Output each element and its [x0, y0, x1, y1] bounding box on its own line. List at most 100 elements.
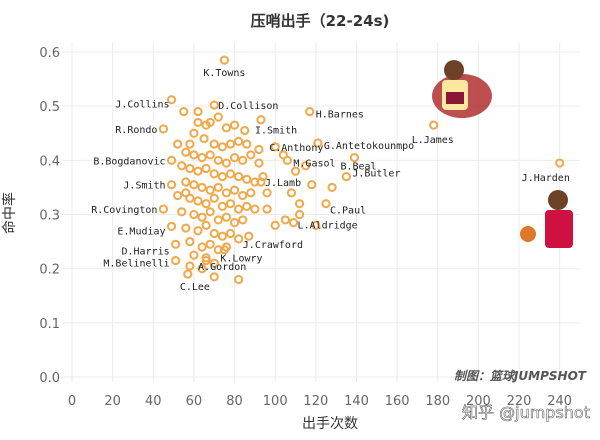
data-point: [173, 190, 183, 201]
data-point: [221, 123, 232, 133]
y-tick-label: 0.1: [39, 317, 60, 332]
data-point: [262, 188, 272, 198]
data-point-labeled: [305, 106, 315, 117]
data-point: [221, 212, 232, 222]
point-label: B.Bogdanovic: [93, 156, 165, 167]
grid: [62, 42, 580, 382]
data-point-labeled: [256, 115, 266, 125]
data-point: [221, 188, 232, 198]
y-axis-label: 命中率: [1, 192, 18, 234]
data-point: [209, 169, 219, 179]
point-label: C.Paul: [330, 206, 366, 217]
point-label: B.Beal: [340, 162, 376, 173]
point-label: C.Anthony: [269, 143, 323, 154]
watermark-text: 知乎 @jumpshot: [462, 403, 590, 422]
data-point: [209, 193, 219, 203]
data-point-labeled: [166, 155, 177, 165]
data-point: [205, 150, 215, 160]
data-point-labeled: [158, 204, 169, 214]
data-point: [185, 261, 195, 271]
data-point-labeled: [313, 138, 323, 148]
data-point: [250, 177, 260, 187]
chart-title: 压哨出手（22-24s): [251, 12, 390, 30]
data-point: [246, 150, 256, 160]
lebron-photo: [432, 60, 492, 118]
data-point: [234, 274, 244, 285]
data-point-labeled: [341, 171, 351, 182]
data-point: [221, 158, 232, 168]
data-point: [270, 220, 280, 230]
data-point-labeled: [171, 255, 181, 266]
y-tick-label: 0.2: [39, 263, 60, 278]
data-point: [205, 239, 215, 249]
point-label: I.Smith: [255, 126, 297, 137]
labeled-points: K.Towns J.Collins D.Collison H.Barnes R.Rond…: [91, 55, 570, 293]
data-point: [307, 180, 317, 190]
point-label: R.Rondo: [115, 125, 157, 136]
data-point: [217, 142, 227, 152]
data-point-labeled: [321, 199, 331, 209]
data-point: [258, 171, 268, 182]
data-point: [229, 218, 240, 228]
data-point: [193, 226, 203, 236]
data-point: [201, 199, 211, 209]
data-point: [193, 117, 203, 128]
data-point-labeled: [219, 55, 229, 65]
data-point: [242, 201, 252, 211]
data-point: [193, 196, 203, 206]
data-point: [189, 128, 199, 138]
x-tick-label: 60: [186, 394, 203, 409]
data-point: [213, 215, 223, 225]
x-tick-label: 120: [303, 394, 328, 409]
data-point: [238, 215, 248, 225]
y-tick-label: 0.3: [39, 209, 60, 224]
data-point: [209, 272, 219, 282]
data-point: [254, 158, 264, 168]
data-point: [205, 117, 215, 128]
data-point: [225, 139, 236, 149]
data-point: [301, 161, 311, 171]
data-point: [213, 112, 223, 122]
data-point: [205, 185, 215, 195]
data-point: [217, 231, 227, 241]
data-point: [225, 228, 236, 239]
data-point-labeled: [349, 153, 360, 163]
point-label: H.Barnes: [316, 110, 364, 121]
data-point-labeled: [166, 95, 177, 105]
x-tick-label: 240: [547, 394, 572, 409]
data-point: [193, 106, 203, 117]
data-point: [181, 177, 191, 187]
data-point-labeled: [219, 245, 229, 255]
data-point-labeled: [171, 239, 181, 249]
point-label: A.Gordon: [198, 262, 246, 273]
point-label: K.Towns: [203, 68, 245, 79]
data-point-labeled: [158, 124, 169, 134]
data-point: [197, 242, 207, 252]
data-point: [217, 201, 227, 211]
data-point: [199, 134, 209, 144]
x-axis-ticks: 0 20 40 60 80 100 120 140 160 180 200 220 240: [68, 394, 572, 409]
harden-photo: [520, 190, 573, 248]
x-tick-label: 160: [385, 394, 410, 409]
data-point: [181, 188, 191, 198]
data-point: [189, 250, 199, 260]
data-point: [181, 147, 191, 157]
data-point: [173, 139, 183, 149]
point-label: J.Butler: [352, 169, 400, 180]
data-point: [193, 166, 203, 176]
data-point: [250, 204, 260, 214]
data-point: [179, 106, 189, 117]
data-point: [201, 163, 211, 174]
data-point: [197, 182, 207, 193]
point-label: C.Lee: [180, 282, 210, 293]
data-point: [213, 182, 223, 193]
x-tick-label: 40: [145, 394, 162, 409]
data-point-labeled: [166, 221, 177, 232]
data-point: [189, 150, 199, 160]
data-point: [234, 234, 244, 244]
data-point: [185, 236, 195, 247]
data-point: [197, 264, 207, 274]
data-point: [294, 199, 305, 209]
point-label: M.Gasol: [293, 158, 335, 169]
